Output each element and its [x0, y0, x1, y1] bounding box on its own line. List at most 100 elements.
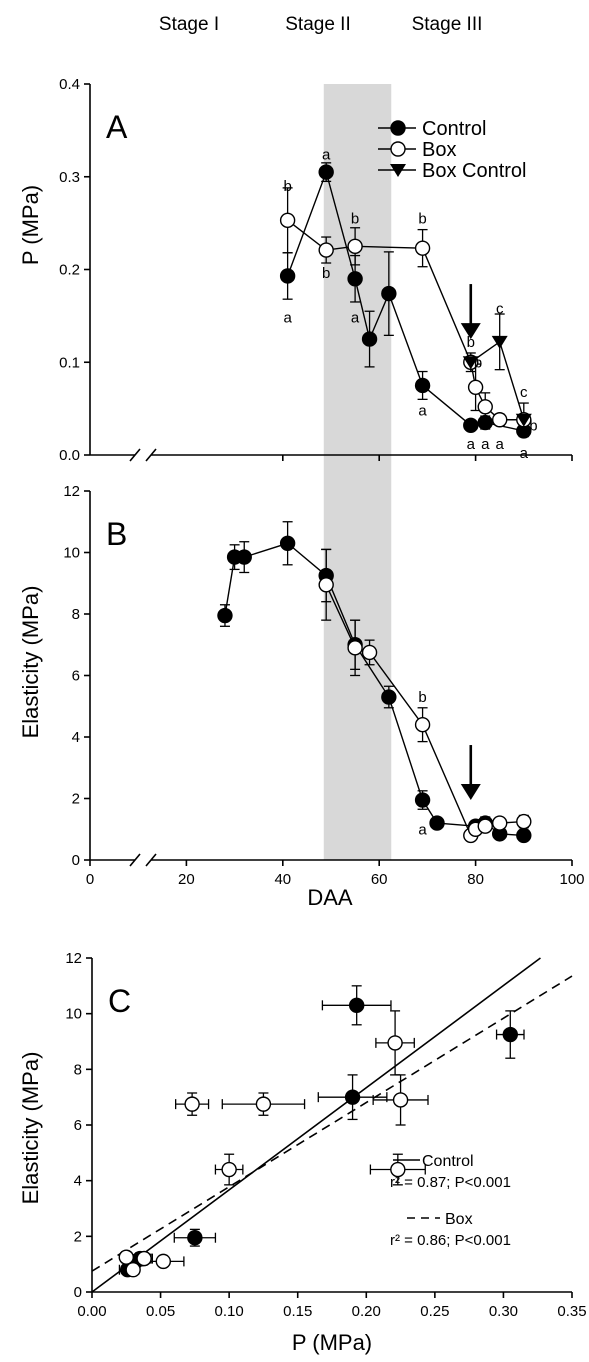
box-point: [318, 577, 334, 593]
significance-letter: b: [322, 265, 330, 282]
control-point: [236, 549, 252, 565]
panel-b-x-axis-title: DAA: [307, 885, 353, 910]
arrow-indicator-head: [460, 323, 481, 340]
y-tick-label: 10: [65, 1006, 82, 1023]
significance-letter: b: [474, 354, 482, 371]
panel-a-legend: Control Box Box Control: [378, 118, 527, 182]
control-point: [279, 268, 296, 284]
significance-letter: b: [467, 334, 475, 351]
significance-letter: a: [283, 310, 292, 327]
box-control-point: [491, 335, 508, 349]
control-point: [516, 827, 532, 844]
panel-c: C Elasticity (MPa) P (MPa) Control r² = …: [18, 950, 587, 1355]
control-point: [429, 815, 445, 831]
box-point: [155, 1253, 172, 1270]
panel-a: A P (MPa) Control Box Box Control 0.0 0.1…: [18, 76, 573, 464]
control-point: [344, 1089, 361, 1105]
y-tick-label: 2: [72, 791, 80, 808]
stage-label-i: Stage I: [159, 14, 219, 35]
control-point: [477, 414, 493, 431]
control-point: [381, 285, 397, 302]
control-point: [347, 271, 363, 287]
legend-box-control-label: Box Control: [422, 160, 527, 182]
legend-control-label: Control: [422, 118, 486, 140]
control-point: [463, 417, 479, 434]
significance-letter: a: [520, 445, 529, 462]
y-tick-label: 12: [65, 950, 82, 967]
x-tick-label: 0.35: [557, 1303, 586, 1320]
control-point: [361, 331, 378, 347]
axis-break-mark: [145, 853, 157, 867]
box-point: [279, 212, 296, 229]
box-point: [414, 717, 431, 733]
significance-letter: a: [351, 310, 360, 327]
significance-letter: a: [322, 146, 331, 163]
y-tick-label: 0.1: [59, 354, 80, 371]
x-tick-label: 100: [559, 871, 584, 888]
box-point: [221, 1161, 237, 1178]
panel-b-y-axis-title: Elasticity (MPa): [18, 586, 43, 739]
box-point: [392, 1092, 409, 1108]
axis-break-mark: [145, 448, 157, 462]
x-tick-label: 0.20: [352, 1303, 381, 1320]
box-point: [125, 1262, 141, 1278]
x-tick-label: 0.05: [146, 1303, 175, 1320]
panel-c-legend: Control r² = 0.87; P<0.001 Box r² = 0.86…: [390, 1153, 511, 1249]
x-tick-label: 0.15: [283, 1303, 312, 1320]
panel-b: B Elasticity (MPa) DAA 0 2 4 6 8 10 12 0 20 40 60 8…: [18, 483, 585, 910]
x-tick-label: 80: [467, 871, 484, 888]
box-point: [390, 1161, 406, 1178]
fit-line-box: [91, 975, 573, 1272]
y-tick-label: 6: [72, 668, 80, 685]
panel-b-letter: B: [106, 516, 127, 552]
panel-c-y-axis-title: Elasticity (MPa): [18, 1052, 43, 1205]
significance-letter: c: [496, 300, 504, 317]
legend-box-label: Box: [422, 139, 456, 161]
x-tick-label: 0.00: [77, 1303, 106, 1320]
legend-box-marker: [390, 141, 406, 157]
y-tick-label: 4: [74, 1173, 82, 1190]
box-point: [347, 238, 363, 255]
stage-label-ii: Stage II: [285, 14, 351, 35]
legend-c-control-label: Control: [422, 1153, 474, 1170]
box-control-point: [515, 413, 532, 427]
panel-c-letter: C: [108, 983, 131, 1019]
axis-break-mark: [129, 448, 141, 462]
y-tick-label: 0: [72, 852, 80, 869]
y-tick-label: 8: [74, 1061, 82, 1078]
y-tick-label: 0.2: [59, 262, 80, 279]
box-point: [184, 1096, 200, 1112]
box-point: [347, 640, 363, 656]
control-point: [414, 792, 431, 808]
y-tick-label: 4: [72, 729, 80, 746]
box-point: [477, 818, 493, 834]
x-tick-label: 0.10: [215, 1303, 244, 1320]
legend-box-control-marker: [390, 164, 406, 177]
box-point: [318, 242, 334, 258]
axis-break-mark: [129, 853, 141, 867]
box-point: [255, 1096, 272, 1112]
x-tick-label: 20: [178, 871, 195, 888]
box-control-point: [462, 356, 479, 370]
panel-a-y-axis-title: P (MPa): [18, 185, 43, 265]
significance-letter: b: [529, 417, 537, 434]
y-tick-label: 2: [74, 1228, 82, 1245]
y-tick-label: 8: [72, 606, 80, 623]
panel-a-letter: A: [106, 109, 128, 145]
y-tick-label: 0: [74, 1284, 82, 1301]
box-point: [414, 240, 431, 256]
control-point: [187, 1230, 203, 1246]
x-tick-label: 0.25: [420, 1303, 449, 1320]
significance-letter: b: [418, 210, 426, 227]
arrow-indicator-head: [460, 784, 481, 801]
significance-letter: b: [418, 689, 426, 706]
legend-c-box-stat: r² = 0.86; P<0.001: [390, 1232, 511, 1249]
y-tick-label: 0.3: [59, 169, 80, 186]
box-point: [361, 644, 378, 661]
control-point: [318, 164, 334, 180]
box-point: [136, 1250, 152, 1267]
significance-letter: b: [283, 178, 291, 195]
significance-letter: a: [467, 436, 476, 453]
x-tick-label: 60: [371, 871, 388, 888]
